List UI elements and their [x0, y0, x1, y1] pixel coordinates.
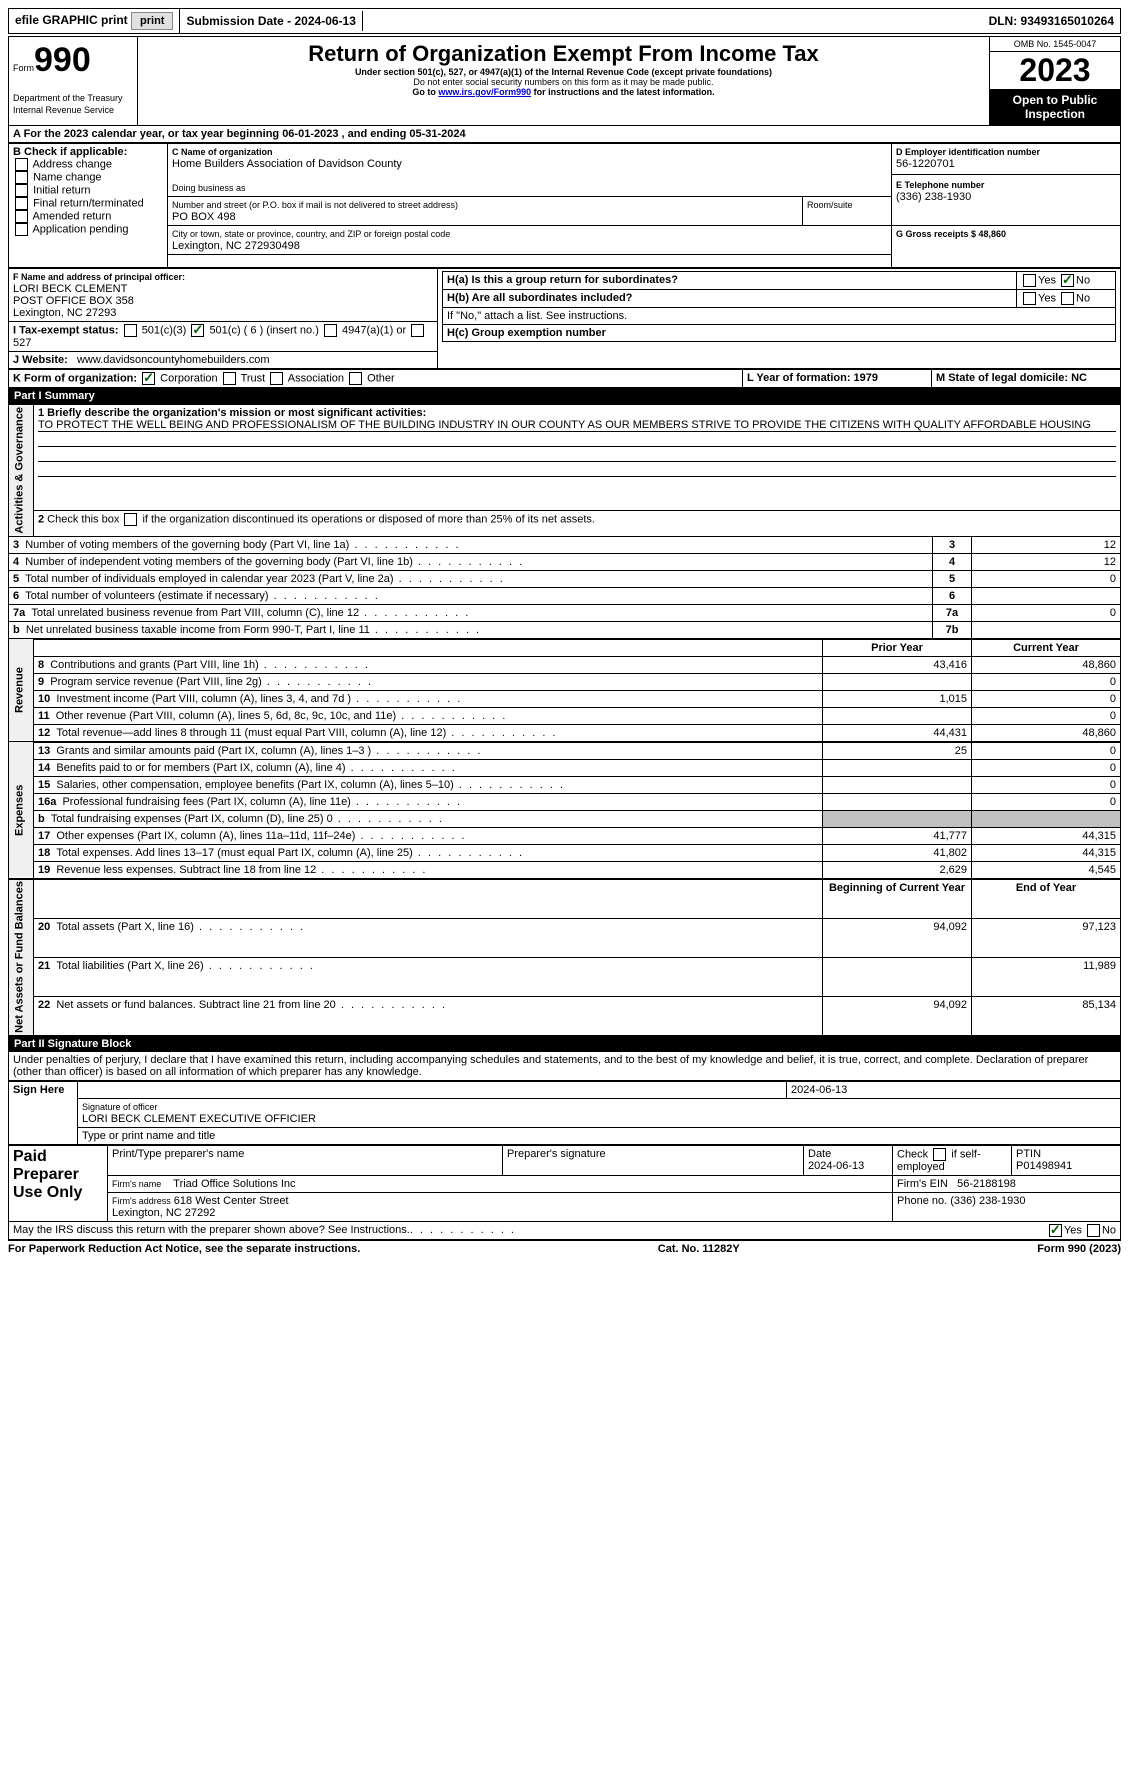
officer-sig: Signature of officerLORI BECK CLEMENT EX…: [78, 1099, 1121, 1128]
q1: 1 Briefly describe the organization's mi…: [34, 405, 1121, 511]
footer: For Paperwork Reduction Act Notice, see …: [8, 1240, 1121, 1255]
form-header: Form990 Department of the Treasury Inter…: [8, 36, 1121, 126]
fh-table: F Name and address of principal officer:…: [8, 268, 1121, 369]
section-f: F Name and address of principal officer:…: [9, 269, 438, 322]
section-c-city: City or town, state or province, country…: [168, 226, 892, 255]
open-to-public: Open to Public Inspection: [990, 89, 1120, 125]
paid-prep-label: Paid Preparer Use Only: [9, 1146, 108, 1222]
row-i: I Tax-exempt status: 501(c)(3) 501(c) ( …: [9, 322, 438, 352]
row-l: L Year of formation: 1979: [743, 370, 932, 388]
form-title: Return of Organization Exempt From Incom…: [142, 41, 985, 67]
section-h: H(a) Is this a group return for subordin…: [438, 269, 1121, 369]
header-right: OMB No. 1545-0047 2023 Open to Public In…: [989, 37, 1120, 125]
cat-no: Cat. No. 11282Y: [658, 1243, 740, 1255]
sig-date: 2024-06-13: [787, 1082, 1121, 1099]
summary-table: Activities & Governance 1 Briefly descri…: [8, 404, 1121, 639]
goto-link[interactable]: Go to www.irs.gov/Form990 for instructio…: [142, 87, 985, 97]
section-d-e: D Employer identification number 56-1220…: [892, 144, 1121, 226]
identification-table: B Check if applicable: Address change Na…: [8, 143, 1121, 268]
vert-ag: Activities & Governance: [9, 405, 34, 537]
form-subtitle: Under section 501(c), 527, or 4947(a)(1)…: [142, 67, 985, 77]
section-b: B Check if applicable: Address change Na…: [9, 144, 168, 268]
netassets-table: Net Assets or Fund BalancesBeginning of …: [8, 879, 1121, 1037]
section-c-street: Number and street (or P.O. box if mail i…: [168, 197, 803, 226]
preparer-table: Paid Preparer Use Only Print/Type prepar…: [8, 1145, 1121, 1222]
ssn-warning: Do not enter social security numbers on …: [142, 77, 985, 87]
tax-year: 2023: [990, 52, 1120, 89]
row-a-tax-year: A For the 2023 calendar year, or tax yea…: [8, 126, 1121, 143]
q2: 2 Check this box if the organization dis…: [34, 511, 1121, 536]
paperwork-notice: For Paperwork Reduction Act Notice, see …: [8, 1243, 360, 1255]
part1-header: Part I Summary: [8, 388, 1121, 404]
efile-label: efile GRAPHIC print print: [9, 9, 180, 33]
submission-date: Submission Date - 2024-06-13: [180, 11, 362, 31]
row-j: J Website: www.davidsoncountyhomebuilder…: [9, 352, 438, 369]
declaration: Under penalties of perjury, I declare th…: [8, 1052, 1121, 1081]
revenue-table: RevenuePrior YearCurrent Year8 Contribut…: [8, 639, 1121, 742]
top-bar: efile GRAPHIC print print Submission Dat…: [8, 8, 1121, 34]
omb-number: OMB No. 1545-0047: [990, 37, 1120, 52]
signature-table: Sign Here 2024-06-13 Signature of office…: [8, 1081, 1121, 1145]
header-left: Form990 Department of the Treasury Inter…: [9, 37, 138, 125]
row-k: K Form of organization: Corporation Trus…: [9, 370, 743, 388]
print-button[interactable]: print: [131, 12, 173, 30]
sign-here-label: Sign Here: [9, 1082, 78, 1145]
dln: DLN: 93493165010264: [983, 11, 1120, 31]
klm-table: K Form of organization: Corporation Trus…: [8, 369, 1121, 388]
header-center: Return of Organization Exempt From Incom…: [138, 37, 989, 125]
room-suite: Room/suite: [803, 197, 892, 226]
part2-header: Part II Signature Block: [8, 1036, 1121, 1052]
row-m: M State of legal domicile: NC: [932, 370, 1121, 388]
section-c-name: C Name of organization Home Builders Ass…: [168, 144, 892, 197]
type-name-label: Type or print name and title: [78, 1128, 1121, 1145]
section-g: G Gross receipts $ 48,860: [892, 226, 1121, 268]
form-footer: Form 990 (2023): [1037, 1243, 1121, 1255]
expenses-table: Expenses13 Grants and similar amounts pa…: [8, 742, 1121, 879]
may-discuss: May the IRS discuss this return with the…: [8, 1222, 1121, 1240]
